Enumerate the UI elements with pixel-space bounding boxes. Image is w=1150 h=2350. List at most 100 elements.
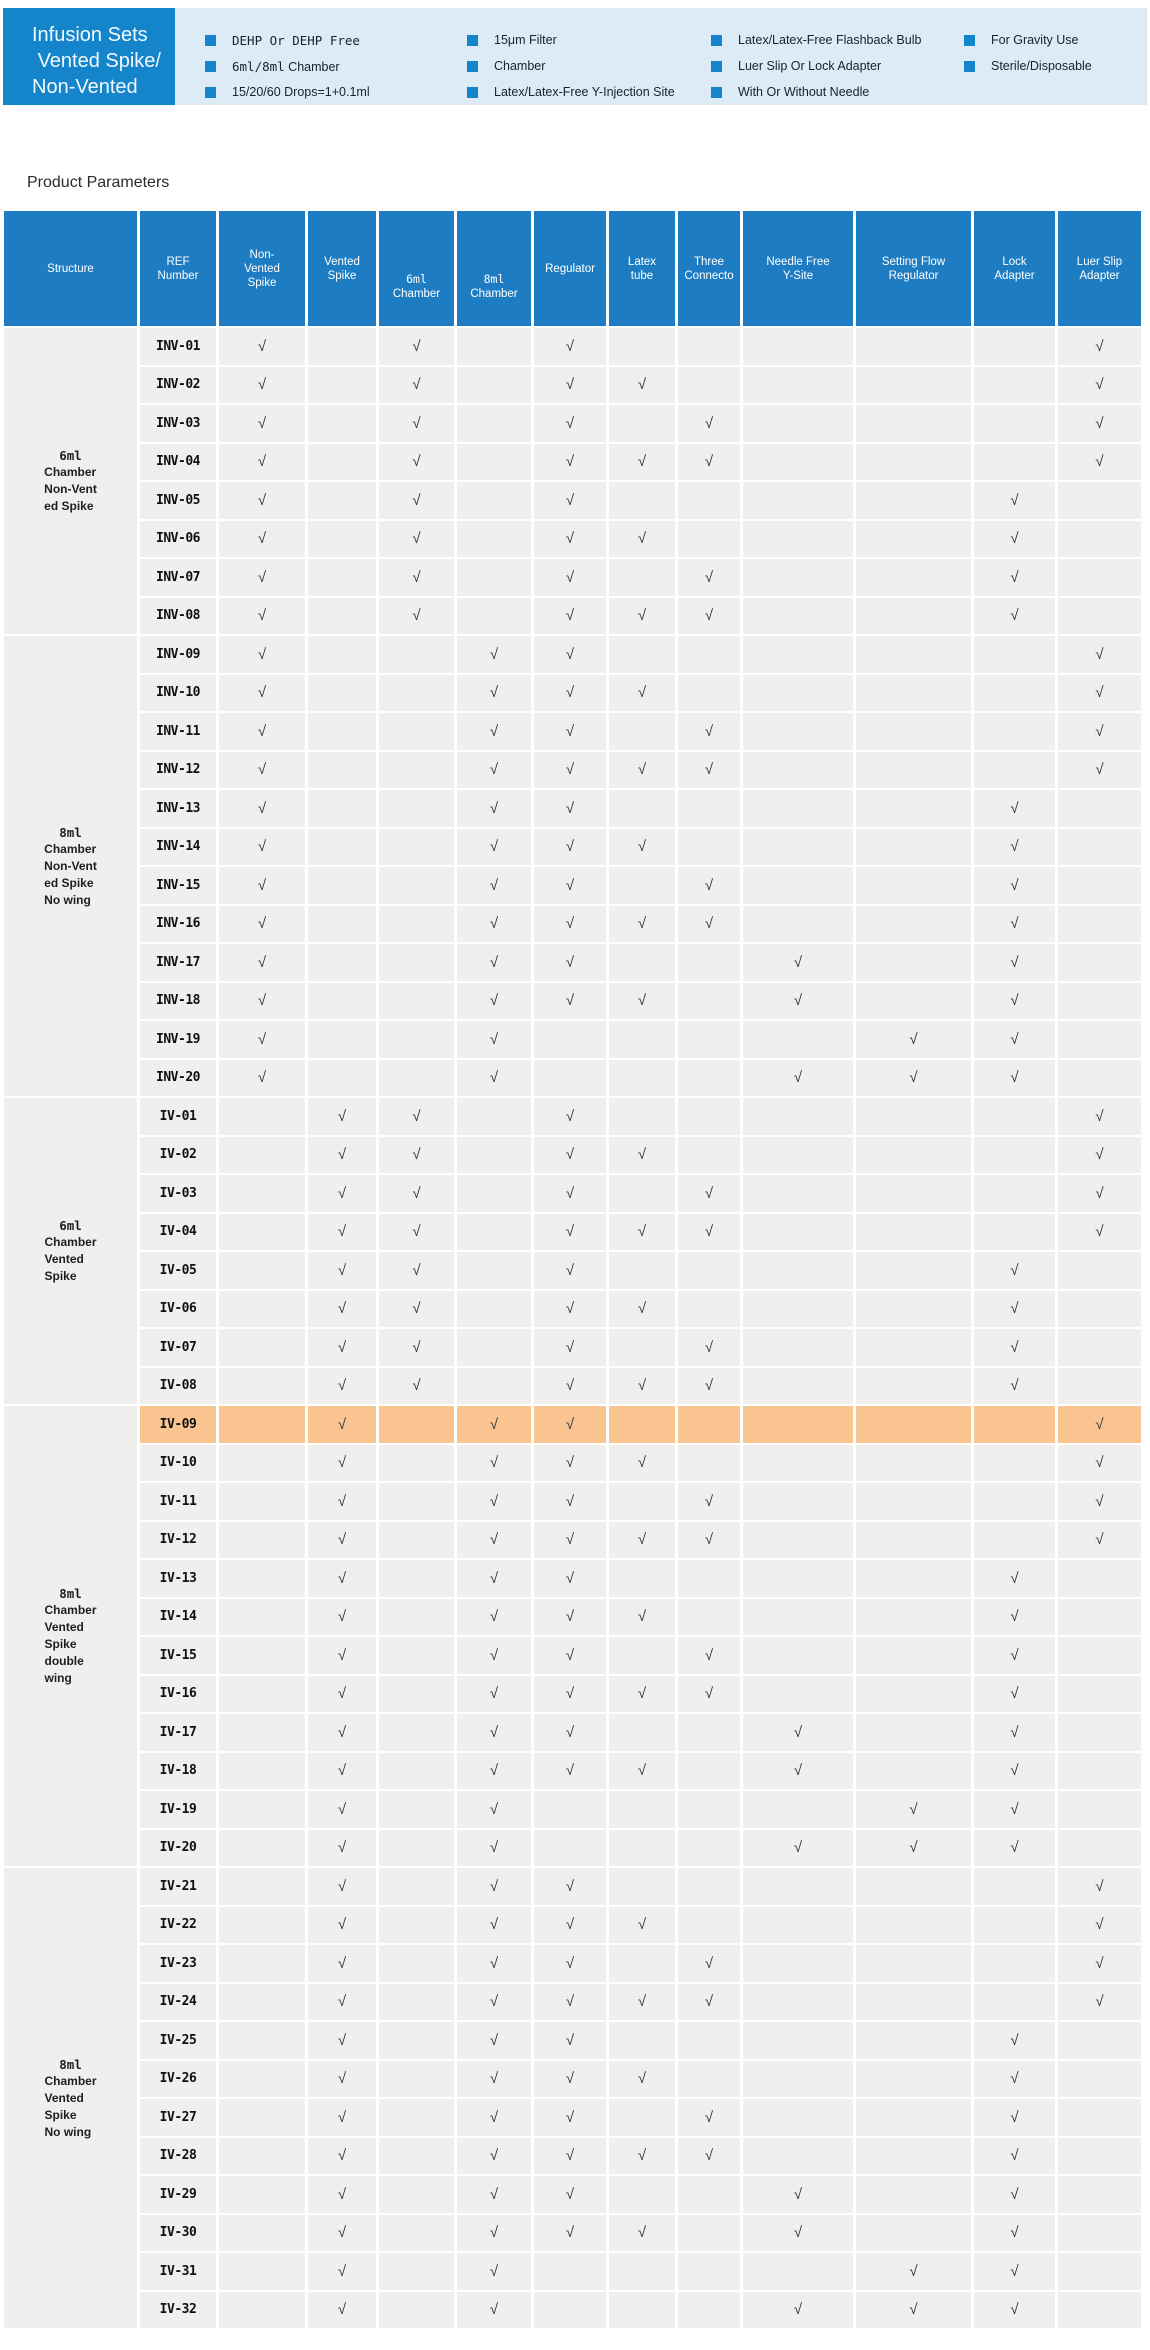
check-cell-flow [856,790,971,827]
check-cell-needle_free [743,1521,853,1558]
structure-lines: Chamber Vented Spike No wing [44,2073,97,2139]
check-cell-lock: √ [974,944,1055,981]
check-cell-latex [609,1175,675,1212]
feature-column: For Gravity Use Sterile/Disposable [964,27,1092,79]
check-cell-c8 [457,366,531,403]
check-cell-latex [609,790,675,827]
feature-item: Latex/Latex-Free Y-Injection Site [467,79,675,105]
table-row: IV-20 √ √ √ √ √ [4,1829,1141,1866]
check-cell-c6 [379,1983,454,2020]
check-cell-three [678,1290,740,1327]
check-cell-latex: √ [609,905,675,942]
check-cell-c6 [379,828,454,865]
check-cell-latex [609,2022,675,2059]
check-cell-lock: √ [974,1560,1055,1597]
check-cell-non_vented: √ [219,1021,305,1058]
check-cell-lock: √ [974,2137,1055,2174]
table-row: IV-15 √ √ √ √ √ [4,1637,1141,1674]
check-cell-flow [856,751,971,788]
check-cell-latex: √ [609,1906,675,1943]
check-cell-needle_free [743,1945,853,1982]
structure-lines: Chamber Non-Vent ed Spike [44,465,97,513]
check-cell-vented: √ [308,1637,376,1674]
check-cell-flow [856,1406,971,1443]
table-row: IV-16 √ √ √ √ √ √ [4,1675,1141,1712]
check-cell-luer [1058,944,1141,981]
check-cell-non_vented: √ [219,790,305,827]
check-cell-c8 [457,443,531,480]
check-cell-latex [609,2099,675,2136]
check-cell-regulator: √ [534,713,606,750]
check-cell-lock [974,405,1055,442]
table-row: IV-17 √ √ √ √ √ [4,1714,1141,1751]
check-cell-non_vented [219,1367,305,1404]
check-cell-latex: √ [609,982,675,1019]
table-body: 6ml Chamber Non-Vent ed Spike INV-01 √ √ √ √ IN… [4,328,1141,2328]
table-row: IV-22 √ √ √ √ √ [4,1906,1141,1943]
check-cell-c6 [379,1868,454,1905]
check-cell-lock: √ [974,1021,1055,1058]
table-row: INV-18 √ √ √ √ √ √ [4,982,1141,1019]
feature-item: 15/20/60 Drops=1+0.1ml [205,79,370,105]
check-cell-latex: √ [609,674,675,711]
structure-label: 8ml Chamber Non-Vent ed Spike No wing [44,824,97,909]
bullet-square-icon [711,60,722,72]
ref-cell: IV-04 [140,1213,216,1250]
check-cell-latex: √ [609,1598,675,1635]
ref-cell: IV-09 [140,1406,216,1443]
check-cell-luer [1058,1290,1141,1327]
check-cell-needle_free [743,1483,853,1520]
check-cell-luer: √ [1058,1906,1141,1943]
table-row: INV-08 √ √ √ √ √ √ [4,597,1141,634]
check-cell-regulator: √ [534,520,606,557]
check-cell-regulator [534,1059,606,1096]
check-cell-three [678,1444,740,1481]
col-header-ref: REF Number [140,211,216,326]
check-cell-latex [609,944,675,981]
check-cell-flow [856,1367,971,1404]
check-cell-c8: √ [457,867,531,904]
check-cell-lock [974,751,1055,788]
check-cell-vented [308,443,376,480]
check-cell-non_vented [219,1136,305,1173]
check-cell-three: √ [678,1637,740,1674]
check-cell-lock: √ [974,1252,1055,1289]
check-cell-c6 [379,1791,454,1828]
check-cell-needle_free [743,520,853,557]
check-cell-c6 [379,867,454,904]
check-cell-vented: √ [308,2291,376,2328]
check-cell-luer [1058,559,1141,596]
check-cell-vented [308,867,376,904]
check-cell-regulator: √ [534,867,606,904]
check-cell-c8 [457,559,531,596]
check-cell-c8: √ [457,944,531,981]
ref-cell: IV-31 [140,2253,216,2290]
check-cell-flow [856,1752,971,1789]
table-row: IV-18 √ √ √ √ √ √ [4,1752,1141,1789]
check-cell-vented: √ [308,2253,376,2290]
check-cell-three [678,2022,740,2059]
check-cell-needle_free [743,1637,853,1674]
check-cell-vented [308,1059,376,1096]
check-cell-latex: √ [609,2214,675,2251]
check-cell-latex: √ [609,366,675,403]
check-cell-non_vented [219,2060,305,2097]
check-cell-c6 [379,1521,454,1558]
check-cell-luer [1058,2253,1141,2290]
col-header-lock: Lock Adapter [974,211,1055,326]
col-header-vented: Vented Spike [308,211,376,326]
check-cell-needle_free [743,1598,853,1635]
check-cell-three [678,1714,740,1751]
check-cell-flow [856,1714,971,1751]
check-cell-needle_free [743,1136,853,1173]
table-row: INV-02 √ √ √ √ √ [4,366,1141,403]
check-cell-c8 [457,1290,531,1327]
check-cell-non_vented [219,1098,305,1135]
check-cell-needle_free [743,1444,853,1481]
bullet-square-icon [205,60,216,72]
check-cell-vented: √ [308,1098,376,1135]
check-cell-lock: √ [974,2099,1055,2136]
banner-title-box: Infusion Sets Vented Spike/ Non-Vented [3,8,175,105]
check-cell-vented [308,674,376,711]
check-cell-lock [974,328,1055,365]
